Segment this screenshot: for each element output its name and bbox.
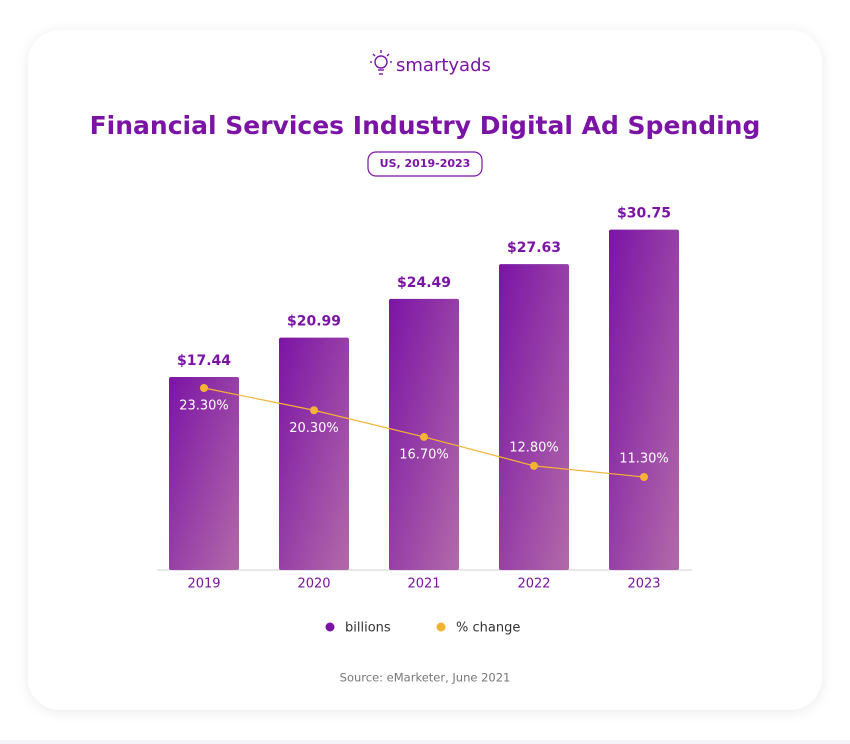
line-value-label: 12.80% xyxy=(509,440,559,455)
x-tick-label: 2019 xyxy=(187,577,220,592)
bar-value-label: $17.44 xyxy=(177,353,231,369)
bar-value-label: $27.63 xyxy=(507,240,561,256)
line-value-label: 20.30% xyxy=(289,421,339,436)
legend-label: % change xyxy=(456,621,520,636)
bar-value-label: $30.75 xyxy=(617,206,671,222)
subtitle-pill xyxy=(367,151,483,177)
legend-label: billions xyxy=(345,621,391,636)
bar xyxy=(279,337,349,570)
bar xyxy=(609,229,679,570)
line-value-label: 11.30% xyxy=(619,452,669,467)
subtitle: US, 2019-2023 xyxy=(380,157,471,170)
legend-marker xyxy=(436,622,446,632)
source: Source: eMarketer, June 2021 xyxy=(340,671,511,685)
x-tick-label: 2022 xyxy=(517,577,550,592)
line-point xyxy=(640,473,648,481)
x-tick-label: 2023 xyxy=(627,577,660,592)
x-tick-label: 2021 xyxy=(407,577,440,592)
line-point xyxy=(530,461,538,470)
line-value-label: 16.70% xyxy=(399,447,449,462)
bar xyxy=(169,376,239,570)
line-point xyxy=(420,432,428,441)
chart-title: Financial Services Industry Digital Ad S… xyxy=(90,111,761,140)
brand: smartyads xyxy=(396,55,491,76)
line-value-label: 23.30% xyxy=(179,399,229,414)
legend-marker xyxy=(325,622,335,632)
x-tick-label: 2020 xyxy=(297,577,330,592)
bar xyxy=(499,264,569,570)
bar-value-label: $20.99 xyxy=(287,314,341,330)
line-point xyxy=(310,406,318,415)
logo-icon xyxy=(370,50,392,75)
line-point xyxy=(200,384,208,392)
bar-value-label: $24.49 xyxy=(397,275,451,291)
